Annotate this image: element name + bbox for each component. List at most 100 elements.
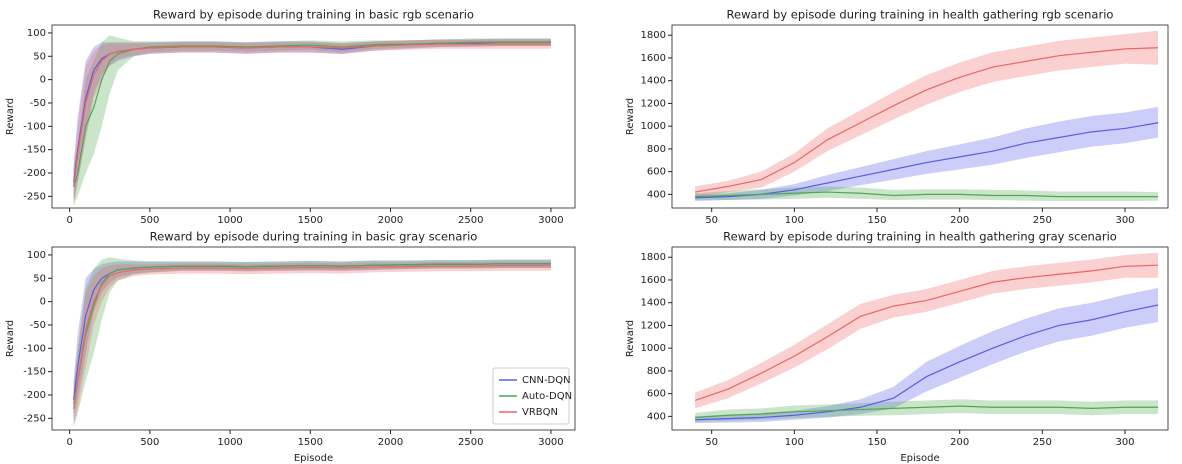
x-tick-label: 50 <box>705 215 718 226</box>
x-tick-label: 3000 <box>538 437 563 448</box>
x-tick-label: 100 <box>785 215 804 226</box>
y-tick-label: -100 <box>23 343 46 354</box>
legend-box <box>492 367 570 425</box>
x-tick-label: 0 <box>66 215 72 226</box>
y-tick-label: -200 <box>23 168 46 179</box>
y-tick-label: 800 <box>647 144 666 155</box>
confidence-band <box>73 38 551 201</box>
chart-title: Reward by episode during training in hea… <box>727 8 1114 22</box>
x-tick-label: 50 <box>705 437 718 448</box>
x-tick-label: 500 <box>140 215 159 226</box>
x-tick-label: 2500 <box>458 215 483 226</box>
x-tick-label: 2500 <box>458 437 483 448</box>
series-line <box>694 264 1159 402</box>
x-tick-label: 200 <box>950 437 969 448</box>
x-tick-label: 300 <box>1115 437 1134 448</box>
x-tick-label: 2000 <box>378 215 403 226</box>
confidence-band <box>73 257 551 426</box>
series-line <box>695 304 1159 421</box>
y-tick-label: -150 <box>23 367 46 378</box>
chart-title: Reward by episode during training in hea… <box>723 230 1117 244</box>
y-tick-label: 800 <box>647 366 666 377</box>
series-line <box>695 122 1159 199</box>
y-tick-label: -100 <box>23 121 46 132</box>
y-tick-label: -250 <box>23 191 46 202</box>
confidence-band <box>73 35 551 206</box>
x-tick-label: 100 <box>785 437 804 448</box>
x-tick-label: 200 <box>950 215 969 226</box>
y-tick-label: 0 <box>40 297 46 308</box>
x-tick-label: 3000 <box>538 215 563 226</box>
series-line <box>73 41 551 183</box>
legend: CNN-DQN Auto-DQN VRBQN <box>492 367 572 425</box>
series-line <box>73 41 551 188</box>
y-tick-label: 400 <box>647 189 666 200</box>
confidence-band <box>73 261 551 428</box>
axes-frame <box>671 24 1169 209</box>
x-tick-label: 0 <box>66 437 72 448</box>
series-line <box>695 191 1159 198</box>
chart-title: Reward by episode during training in bas… <box>150 230 478 244</box>
y-tick-label: 50 <box>33 51 46 62</box>
y-axis-label: Reward <box>625 98 636 135</box>
y-tick-label: 1200 <box>641 98 666 109</box>
y-axis-label: Reward <box>5 320 16 357</box>
chart-title: Reward by episode during training in bas… <box>153 8 474 22</box>
y-tick-label: 1200 <box>641 320 666 331</box>
series-line <box>695 405 1159 419</box>
x-tick-label: 1500 <box>298 215 323 226</box>
plot-area <box>695 30 1159 202</box>
y-tick-label: -150 <box>23 145 46 156</box>
x-axis-label: Episode <box>294 453 333 464</box>
y-tick-label: 1000 <box>641 343 666 354</box>
plot-area <box>73 257 551 428</box>
y-tick-label: 1800 <box>641 252 666 263</box>
series-line <box>73 263 551 405</box>
axes-frame <box>51 24 576 209</box>
y-tick-label: 1800 <box>641 30 666 41</box>
confidence-band <box>695 106 1159 202</box>
x-tick-label: 250 <box>1033 215 1052 226</box>
x-tick-label: 1000 <box>217 215 242 226</box>
plot-area <box>694 252 1159 424</box>
axes-frame <box>51 246 576 431</box>
y-tick-label: 1400 <box>641 76 666 87</box>
y-tick-label: 600 <box>647 167 666 178</box>
y-tick-label: -50 <box>30 98 46 109</box>
x-tick-label: 2000 <box>378 437 403 448</box>
series-line <box>73 265 551 410</box>
y-axis-label: Reward <box>5 98 16 135</box>
legend-label: Auto-DQN <box>522 391 572 402</box>
x-tick-label: 300 <box>1115 215 1134 226</box>
legend-label: CNN-DQN <box>522 375 571 386</box>
axes-frame <box>671 246 1169 431</box>
legend-label: VRBQN <box>522 407 558 418</box>
y-tick-label: 600 <box>647 389 666 400</box>
x-tick-label: 150 <box>867 437 886 448</box>
y-tick-label: -250 <box>23 413 46 424</box>
confidence-band <box>695 287 1159 424</box>
x-tick-label: 150 <box>867 215 886 226</box>
y-tick-label: 400 <box>647 411 666 422</box>
y-tick-label: 1600 <box>641 275 666 286</box>
confidence-band <box>73 259 551 419</box>
series-line <box>73 263 551 400</box>
y-tick-label: 1600 <box>641 53 666 64</box>
y-tick-label: 1400 <box>641 298 666 309</box>
y-tick-label: 100 <box>27 250 46 261</box>
y-axis-label: Reward <box>625 320 636 357</box>
confidence-band <box>73 39 551 206</box>
y-tick-label: 100 <box>27 28 46 39</box>
series-line <box>695 47 1159 193</box>
confidence-band <box>695 30 1159 197</box>
x-tick-label: 1000 <box>217 437 242 448</box>
x-axis-label: Episode <box>900 453 939 464</box>
x-tick-label: 500 <box>140 437 159 448</box>
y-tick-label: -50 <box>30 320 46 331</box>
y-tick-label: 1000 <box>641 121 666 132</box>
y-tick-label: 50 <box>33 273 46 284</box>
plot-area <box>73 35 551 206</box>
y-tick-label: 0 <box>40 75 46 86</box>
confidence-band <box>695 399 1159 423</box>
